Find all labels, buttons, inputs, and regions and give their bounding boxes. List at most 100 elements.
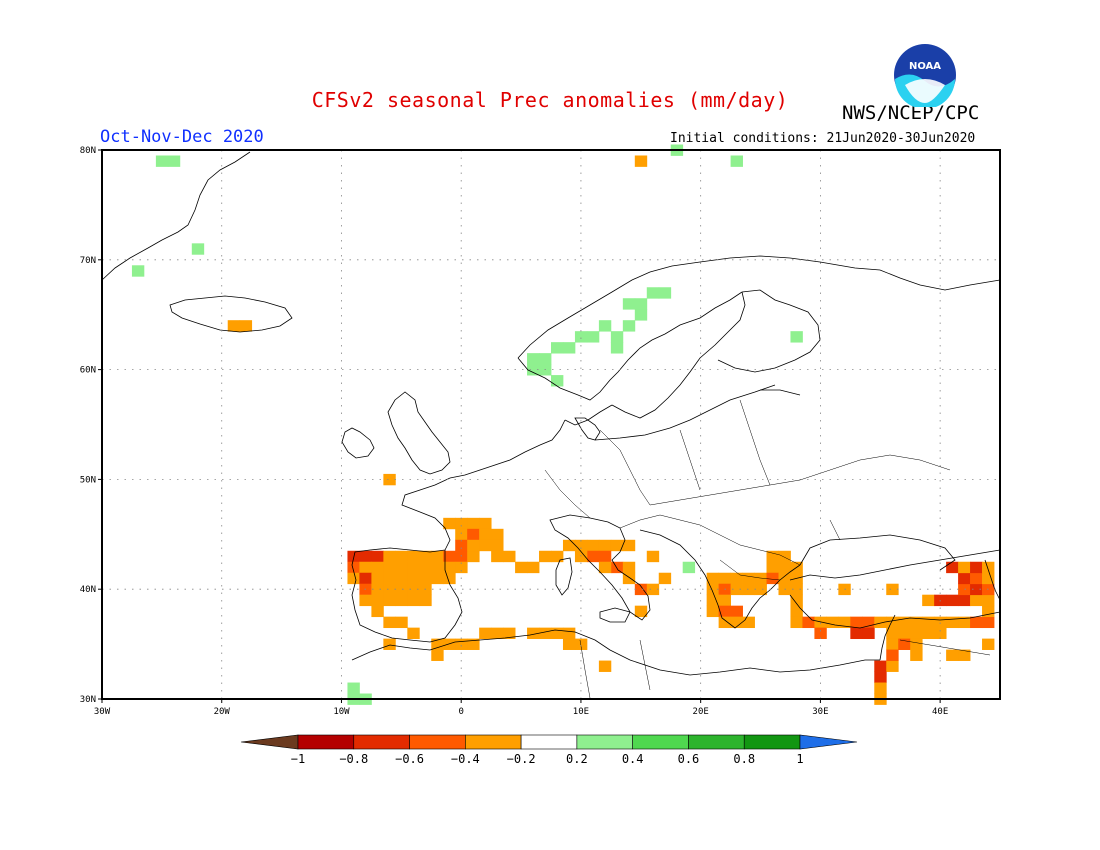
colorbar-low-arrow: [240, 734, 299, 750]
anomaly-cell: [622, 572, 636, 585]
colorbar-label: −0.2: [507, 752, 536, 766]
anomaly-cell: [419, 561, 432, 574]
lon-tick-label: 40E: [932, 707, 948, 717]
anomaly-cell: [706, 572, 720, 585]
anomaly-cell: [431, 649, 444, 661]
anomaly-cell: [562, 342, 576, 354]
anomaly-cell: [562, 539, 576, 552]
anomaly-cell: [622, 539, 636, 552]
anomaly-cell: [419, 550, 432, 563]
anomaly-cell: [539, 353, 552, 365]
anomaly-cell: [946, 561, 959, 574]
anomaly-grid: [131, 144, 995, 705]
anomaly-cell: [395, 583, 408, 596]
longitude-tick-labels: 30W 20W 10W 0 10E 20E 30E 40E: [94, 699, 948, 717]
anomaly-cell: [371, 605, 384, 618]
anomaly-cell: [922, 616, 935, 629]
anomaly-cell: [586, 331, 600, 343]
lat-tick-label: 40N: [80, 585, 96, 595]
anomaly-cell: [634, 309, 648, 321]
anomaly-cell: [982, 572, 995, 585]
anomaly-cell: [898, 616, 911, 629]
colorbar-swatch: [632, 734, 689, 750]
colorbar-label: 0.4: [622, 752, 644, 766]
anomaly-cell: [790, 616, 803, 629]
colorbar-label: −0.8: [339, 752, 368, 766]
anomaly-cell: [766, 572, 779, 585]
colorbar-label: 0.2: [566, 752, 588, 766]
anomaly-cell: [467, 528, 480, 541]
map-frame: [101, 149, 1001, 700]
anomaly-cell: [778, 572, 791, 585]
anomaly-cell: [754, 572, 767, 585]
anomaly-cell: [347, 572, 360, 585]
anomaly-cell: [227, 320, 241, 332]
anomaly-cell: [610, 561, 624, 574]
anomaly-cell: [742, 616, 755, 629]
anomaly-cell: [862, 627, 875, 640]
anomaly-cell: [706, 583, 720, 596]
anomaly-cell: [455, 517, 468, 530]
anomaly-cell: [383, 473, 396, 486]
anomaly-cell: [838, 616, 851, 629]
anomaly-cell: [598, 539, 612, 552]
anomaly-cell: [982, 561, 995, 574]
anomaly-cell: [970, 561, 983, 574]
anomaly-cell: [395, 572, 408, 585]
forecast-period: Oct-Nov-Dec 2020: [100, 127, 264, 147]
anomaly-cell: [886, 660, 899, 672]
logo-text: NOAA: [909, 61, 941, 72]
anomaly-cell: [491, 627, 504, 640]
anomaly-cell: [371, 561, 384, 574]
anomaly-cell: [874, 616, 887, 629]
anomaly-cell: [946, 649, 959, 661]
lon-tick-label: 10E: [573, 707, 589, 717]
anomaly-cell: [790, 594, 803, 607]
anomaly-cell: [874, 671, 887, 683]
anomaly-cell: [886, 627, 899, 640]
colorbar-swatch: [465, 734, 522, 750]
anomaly-cell: [383, 594, 396, 607]
anomaly-cell: [610, 342, 624, 354]
anomaly-cell: [958, 594, 971, 607]
anomaly-cell: [946, 594, 959, 607]
anomaly-cell: [347, 682, 360, 694]
anomaly-cell: [898, 638, 911, 650]
anomaly-cell: [347, 561, 360, 574]
anomaly-cell: [383, 638, 396, 650]
anomaly-cell: [359, 594, 372, 607]
anomaly-cell: [443, 550, 456, 563]
anomaly-cell: [730, 155, 743, 167]
colorbar-swatch: [743, 734, 801, 750]
anomaly-cell: [778, 561, 791, 574]
anomaly-cell: [503, 550, 516, 563]
colorbar-swatch: [409, 734, 466, 750]
colorbar-swatch: [353, 734, 410, 750]
anomaly-cell: [826, 616, 839, 629]
anomaly-cell: [862, 616, 875, 629]
lat-tick-label: 80N: [80, 146, 96, 156]
anomaly-cell: [551, 550, 564, 563]
lon-tick-label: 20E: [693, 707, 709, 717]
lon-tick-label: 10W: [333, 707, 350, 717]
anomaly-cell: [383, 561, 396, 574]
anomaly-cell: [778, 550, 791, 563]
anomaly-cell: [359, 550, 372, 563]
anomaly-cell: [706, 605, 720, 618]
anomaly-cell: [131, 265, 145, 277]
anomaly-cell: [814, 627, 827, 640]
anomaly-cell: [395, 550, 408, 563]
anomaly-cell: [551, 627, 564, 640]
anomaly-cell: [970, 583, 983, 596]
anomaly-cell: [371, 594, 384, 607]
colorbar-label: −0.4: [451, 752, 480, 766]
anomaly-cell: [395, 594, 408, 607]
colorbar-label: 0.6: [678, 752, 700, 766]
anomaly-cell: [443, 517, 456, 530]
anomaly-cell: [586, 539, 600, 552]
anomaly-cell: [982, 594, 995, 607]
anomaly-cell: [383, 550, 396, 563]
anomaly-cell: [539, 550, 552, 563]
anomaly-cell: [958, 583, 971, 596]
lat-tick-label: 60N: [80, 366, 96, 376]
